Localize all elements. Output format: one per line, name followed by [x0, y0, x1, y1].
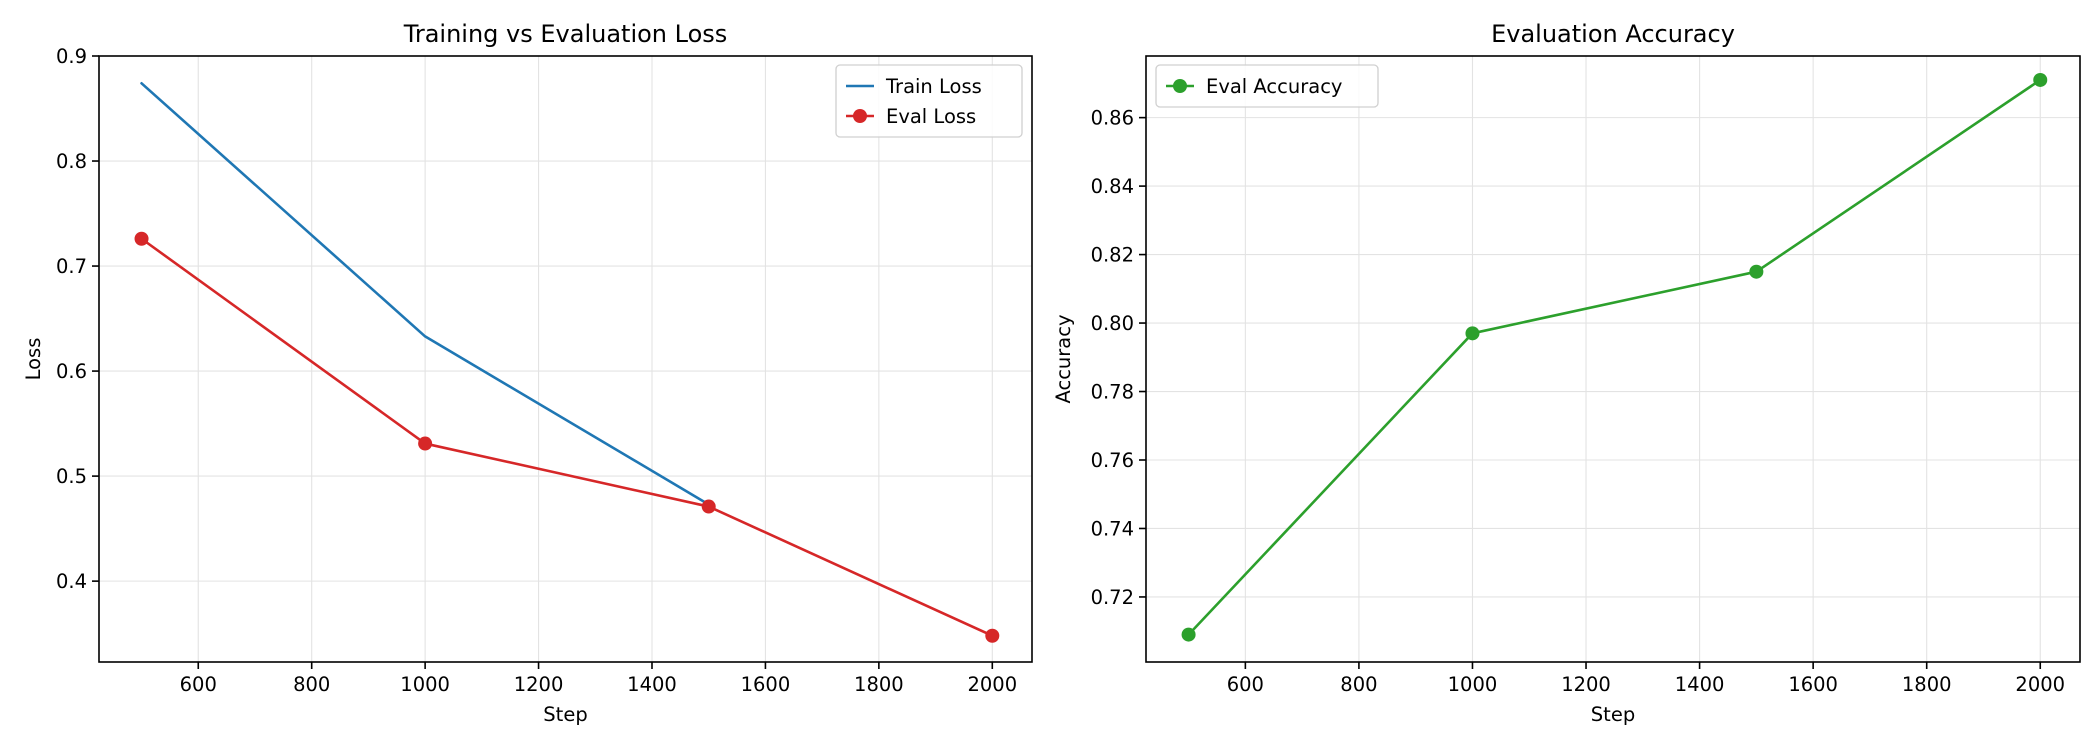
x-tick-label: 1600	[741, 673, 791, 696]
chart-title: Training vs Evaluation Loss	[403, 20, 728, 48]
legend: Train Loss Eval Loss	[835, 64, 1023, 138]
x-axis-label: Step	[543, 703, 587, 726]
data-point	[1465, 326, 1480, 341]
y-axis-label: Accuracy	[1052, 314, 1075, 403]
x-tick-label: 2000	[967, 673, 1017, 696]
y-tick-label: 0.84	[1091, 175, 1134, 198]
y-axis-label: Loss	[22, 338, 45, 381]
y-tick-label: 0.9	[56, 45, 87, 68]
x-tick-label: 1600	[1788, 673, 1838, 696]
y-tick-label: 0.8	[56, 150, 87, 173]
y-tick-label: 0.7	[56, 255, 87, 278]
x-tick-label: 1400	[627, 673, 677, 696]
y-tick-label: 0.76	[1091, 449, 1134, 472]
y-tick-label: 0.78	[1091, 381, 1134, 404]
y-tick-label: 0.5	[56, 465, 87, 488]
y-tick-label: 0.82	[1091, 244, 1134, 267]
x-tick-label: 1000	[1448, 673, 1498, 696]
x-tick-label: 1200	[1561, 673, 1611, 696]
data-point	[418, 436, 433, 451]
y-tick-label: 0.6	[56, 360, 87, 383]
data-point	[1749, 264, 1764, 279]
x-tick-label: 800	[1340, 673, 1377, 696]
x-tick-label: 1200	[514, 673, 564, 696]
y-tick-label: 0.4	[56, 570, 87, 593]
x-tick-label: 800	[293, 673, 330, 696]
data-point	[701, 499, 716, 514]
legend-label: Eval Loss	[886, 105, 976, 128]
x-tick-label: 600	[1227, 673, 1264, 696]
data-point	[1181, 627, 1196, 642]
series-line-2	[140, 237, 994, 638]
y-tick-label: 0.72	[1091, 586, 1134, 609]
x-tick-label: 1400	[1675, 673, 1725, 696]
x-tick-label: 1800	[1902, 673, 1952, 696]
series-line-1	[1187, 78, 2042, 636]
legend-label: Train Loss	[885, 75, 982, 98]
data-point	[134, 231, 149, 246]
chart-title: Evaluation Accuracy	[1491, 20, 1735, 48]
y-tick-label: 0.74	[1091, 517, 1134, 540]
plot-frame	[1145, 55, 2081, 663]
x-tick-label: 1800	[854, 673, 904, 696]
legend: Eval Accuracy	[1155, 64, 1379, 108]
x-tick-label: 600	[180, 673, 217, 696]
y-tick-label: 0.86	[1091, 107, 1134, 130]
legend-label: Eval Accuracy	[1206, 75, 1342, 98]
series-line-1	[140, 82, 711, 506]
legend-box	[1155, 64, 1379, 108]
data-point	[985, 628, 1000, 643]
y-tick-label: 0.80	[1091, 312, 1134, 335]
legend-swatch-marker	[1173, 79, 1187, 93]
legend-box	[835, 64, 1023, 138]
data-point	[2033, 72, 2048, 87]
x-tick-label: 2000	[2015, 673, 2065, 696]
legend-swatch-marker	[853, 109, 867, 123]
chart-panel-1: 600 800 1000 1200 1400 1600 1800 2000 0.4 0.5 0.6 0…	[22, 20, 1033, 726]
x-tick-label: 1000	[400, 673, 450, 696]
chart-panel-2: 600 800 1000 1200 1400 1600 1800 2000 0.72 0.74 0.…	[1052, 20, 2081, 726]
x-axis-label: Step	[1591, 703, 1635, 726]
plot-frame	[98, 55, 1033, 663]
